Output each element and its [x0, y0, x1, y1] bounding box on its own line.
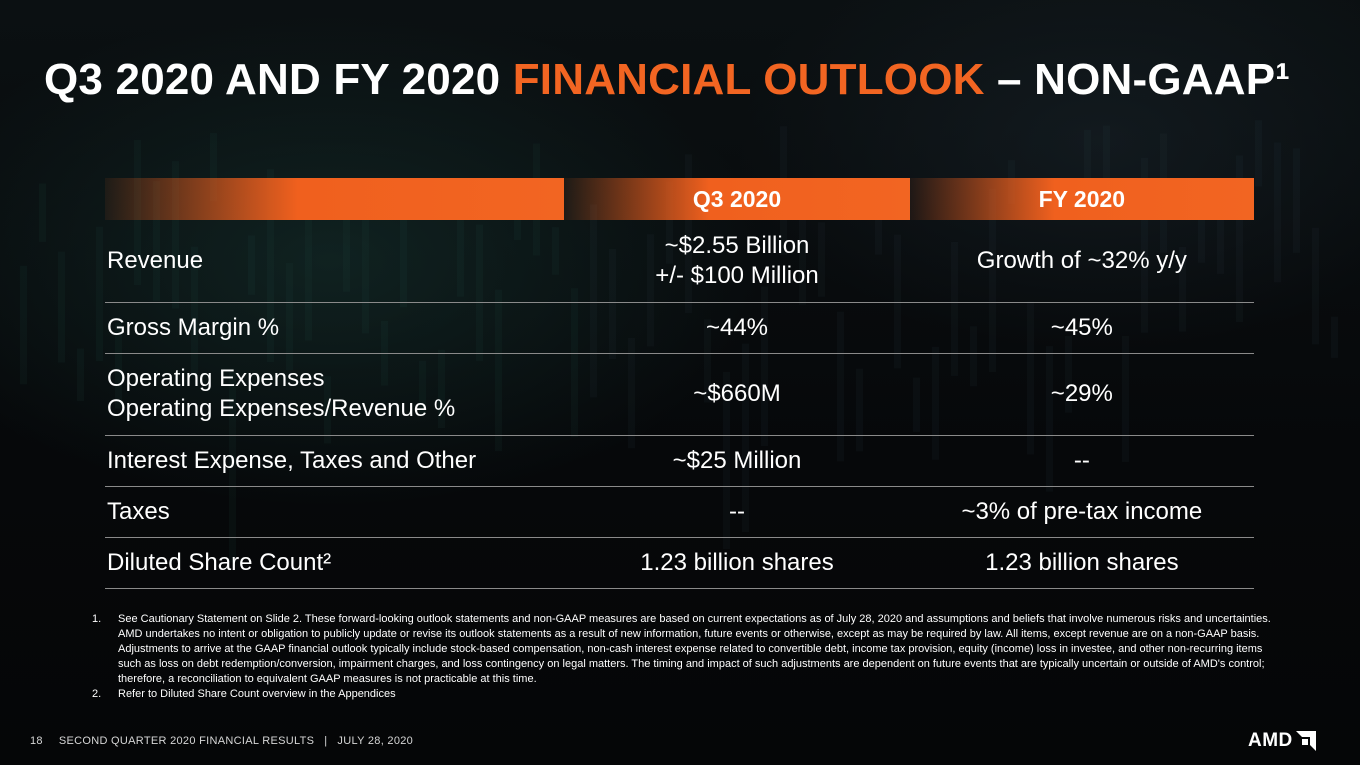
table-header-row: Q3 2020 FY 2020 — [105, 178, 1254, 220]
cell-text: Gross Margin % — [107, 313, 280, 341]
cell-text: Operating Expenses/Revenue % — [107, 395, 456, 422]
table-row-taxes: Taxes -- ~3% of pre-tax income — [105, 486, 1254, 538]
footer-separator: | — [324, 735, 328, 747]
cell-fy: -- — [909, 435, 1254, 487]
column-header-metric — [105, 178, 565, 220]
footnote-item: 2. Refer to Diluted Share Count overview … — [92, 687, 1272, 702]
cell-text: ~29% — [1050, 380, 1113, 407]
background-bar — [96, 226, 103, 362]
cell-q3: -- — [564, 486, 910, 538]
cell-fy: Growth of ~32% y/y — [909, 220, 1254, 303]
page-number: 18 — [30, 735, 43, 747]
title-part-2: – NON-GAAP¹ — [984, 55, 1291, 104]
cell-q3: 1.23 billion shares — [564, 537, 910, 589]
cell-text: ~$660M — [693, 380, 781, 407]
cell-q3: ~$660M — [564, 353, 910, 436]
amd-logo: AMD — [1248, 731, 1316, 751]
footnote-number: 2. — [92, 688, 102, 700]
cell-text: ~$2.55 Billion — [664, 231, 810, 259]
cell-text: ~3% of pre-tax income — [961, 497, 1203, 525]
cell-text: 1.23 billion shares — [640, 548, 834, 576]
background-bar — [77, 348, 84, 402]
cell-text: +/- $100 Million — [655, 261, 819, 289]
cell-q3: ~$2.55 Billion +/- $100 Million — [564, 220, 910, 303]
cell-fy: ~3% of pre-tax income — [909, 486, 1254, 538]
background-bar — [1293, 148, 1300, 253]
background-bar — [210, 133, 217, 202]
table-row-revenue: Revenue ~$2.55 Billion +/- $100 Million Gro… — [105, 220, 1254, 303]
slide-footer: 18 SECOND QUARTER 2020 FINANCIAL RESULTS |… — [30, 735, 413, 747]
amd-arrow-icon — [1295, 731, 1316, 751]
background-bar — [20, 265, 27, 385]
cell-text: Taxes — [107, 497, 170, 525]
column-header-q3-2020: Q3 2020 — [564, 178, 910, 220]
cell-text: -- — [729, 497, 745, 525]
deck-title: SECOND QUARTER 2020 FINANCIAL RESULTS — [58, 735, 315, 747]
cell-text: Diluted Share Count² — [107, 548, 332, 576]
cell-metric: Operating Expenses Operating Expenses/Rev… — [105, 353, 565, 436]
footnote-text: Refer to Diluted Share Count overview in… — [118, 688, 396, 700]
cell-q3: ~44% — [564, 302, 910, 354]
column-header-fy-2020: FY 2020 — [909, 178, 1254, 220]
cell-metric: Revenue — [105, 220, 565, 303]
table-row-diluted-share-count: Diluted Share Count² 1.23 billion shares 1… — [105, 537, 1254, 589]
background-bar — [1084, 129, 1091, 197]
financial-outlook-table: Q3 2020 FY 2020 Revenue ~$2.55 Billion +/-… — [105, 178, 1254, 589]
background-bar — [1331, 316, 1338, 358]
cell-metric: Gross Margin % — [105, 302, 565, 354]
cell-text: Revenue — [107, 246, 204, 274]
background-bar — [1103, 125, 1110, 179]
cell-fy: 1.23 billion shares — [909, 537, 1254, 589]
logo-text: AMD — [1248, 730, 1293, 751]
title-part-1: Q3 2020 AND FY 2020 — [44, 55, 513, 104]
background-bar — [39, 183, 46, 242]
cell-text: Operating Expenses — [107, 365, 325, 392]
cell-q3: ~$25 Million — [564, 435, 910, 487]
table-row-gross-margin: Gross Margin % ~44% ~45% — [105, 302, 1254, 354]
slide-title: Q3 2020 AND FY 2020 FINANCIAL OUTLOOK – … — [44, 56, 1290, 104]
cell-metric: Interest Expense, Taxes and Other — [105, 435, 565, 487]
background-bar — [1312, 227, 1319, 345]
footnotes: 1. See Cautionary Statement on Slide 2. T… — [92, 612, 1272, 702]
background-bar — [1255, 120, 1262, 187]
cell-fy: ~45% — [909, 302, 1254, 354]
cell-fy: ~29% — [909, 353, 1254, 436]
table-row-operating-expenses: Operating Expenses Operating Expenses/Rev… — [105, 353, 1254, 436]
footnote-number: 1. — [92, 613, 102, 625]
cell-text: -- — [1073, 446, 1090, 474]
cell-text: ~44% — [705, 313, 769, 341]
cell-text: 1.23 billion shares — [985, 548, 1179, 576]
footnote-item: 1. See Cautionary Statement on Slide 2. T… — [92, 612, 1272, 687]
cell-text: ~45% — [1050, 313, 1113, 341]
cell-text: Growth of ~32% y/y — [976, 246, 1187, 274]
presentation-date: JULY 28, 2020 — [337, 735, 414, 747]
cell-text: Interest Expense, Taxes and Other — [107, 446, 477, 474]
cell-text: ~$25 Million — [672, 446, 802, 474]
table-row-interest-expense: Interest Expense, Taxes and Other ~$25 Mi… — [105, 435, 1254, 487]
title-accent: FINANCIAL OUTLOOK — [512, 55, 985, 104]
background-bar — [1274, 142, 1281, 283]
footnote-text: See Cautionary Statement on Slide 2. The… — [118, 613, 1271, 685]
table-body: Revenue ~$2.55 Billion +/- $100 Million Gro… — [105, 220, 1254, 589]
cell-metric: Diluted Share Count² — [105, 537, 565, 589]
cell-metric: Taxes — [105, 486, 565, 538]
background-bar — [58, 251, 65, 363]
